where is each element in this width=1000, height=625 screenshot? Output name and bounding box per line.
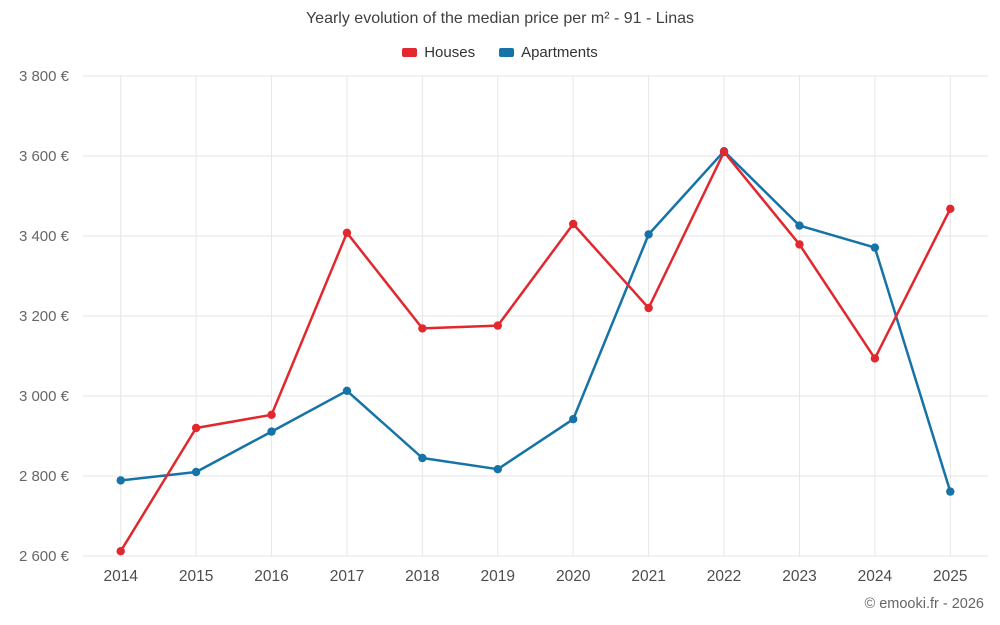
x-axis-label: 2021: [631, 568, 665, 585]
x-axis-label: 2020: [556, 568, 591, 585]
x-axis-label: 2024: [858, 568, 893, 585]
y-axis-label: 3 800 €: [19, 68, 70, 85]
data-point-apartments-2021[interactable]: [644, 230, 653, 239]
data-point-apartments-2017[interactable]: [342, 386, 352, 395]
data-point-houses-2017[interactable]: [342, 228, 352, 237]
data-point-apartments-2025[interactable]: [946, 487, 955, 496]
data-point-apartments-2014[interactable]: [116, 476, 125, 485]
x-axis-label: 2025: [933, 568, 967, 585]
data-point-houses-2014[interactable]: [116, 547, 125, 556]
y-axis-label: 3 600 €: [19, 148, 70, 165]
chart-title: Yearly evolution of the median price per…: [305, 10, 695, 27]
data-point-apartments-2016[interactable]: [267, 427, 276, 436]
data-point-apartments-2024[interactable]: [870, 243, 880, 252]
y-axis-label: 3 200 €: [19, 308, 70, 325]
y-axis-label: 2 600 €: [19, 548, 70, 565]
x-axis-label: 2016: [254, 568, 288, 585]
data-point-houses-2023[interactable]: [795, 240, 804, 249]
y-axis-label: 2 800 €: [19, 468, 70, 485]
legend-label-apartments: Apartments: [521, 44, 598, 61]
data-point-houses-2016[interactable]: [267, 410, 276, 419]
y-axis-label: 3 400 €: [19, 228, 70, 245]
data-point-apartments-2015[interactable]: [191, 467, 201, 477]
data-point-houses-2024[interactable]: [870, 354, 880, 363]
apartments-series-swatch-icon: [499, 48, 515, 57]
legend-label-houses: Houses: [424, 44, 476, 61]
series-line-apartments: [119, 149, 952, 493]
x-axis-label: 2023: [782, 568, 816, 585]
data-point-houses-2025[interactable]: [946, 204, 955, 213]
y-axis-label: 3 000 €: [19, 388, 70, 405]
legend-item-houses[interactable]: Houses: [402, 44, 475, 61]
houses-series-swatch-icon: [402, 48, 418, 57]
data-point-houses-2019[interactable]: [493, 321, 502, 330]
copyright-footer: © emooki.fr - 2026: [864, 596, 984, 612]
data-point-houses-2020[interactable]: [569, 219, 578, 229]
x-axis-label: 2014: [103, 568, 138, 585]
x-axis-label: 2022: [707, 568, 741, 585]
series-line-houses: [119, 150, 952, 553]
data-point-houses-2022[interactable]: [719, 147, 729, 157]
legend: Houses Apartments: [0, 44, 1000, 61]
data-point-houses-2015[interactable]: [191, 423, 201, 433]
data-point-apartments-2019[interactable]: [493, 465, 502, 474]
legend-item-apartments[interactable]: Apartments: [499, 44, 598, 61]
data-point-apartments-2023[interactable]: [795, 221, 804, 230]
x-axis-label: 2017: [330, 568, 364, 585]
data-point-houses-2021[interactable]: [644, 303, 653, 313]
x-axis-label: 2018: [405, 568, 439, 585]
x-axis-label: 2019: [481, 568, 515, 585]
x-axis-label: 2015: [179, 568, 213, 585]
data-point-apartments-2020[interactable]: [569, 415, 578, 424]
data-point-houses-2018[interactable]: [418, 324, 427, 333]
data-point-apartments-2018[interactable]: [418, 453, 427, 463]
